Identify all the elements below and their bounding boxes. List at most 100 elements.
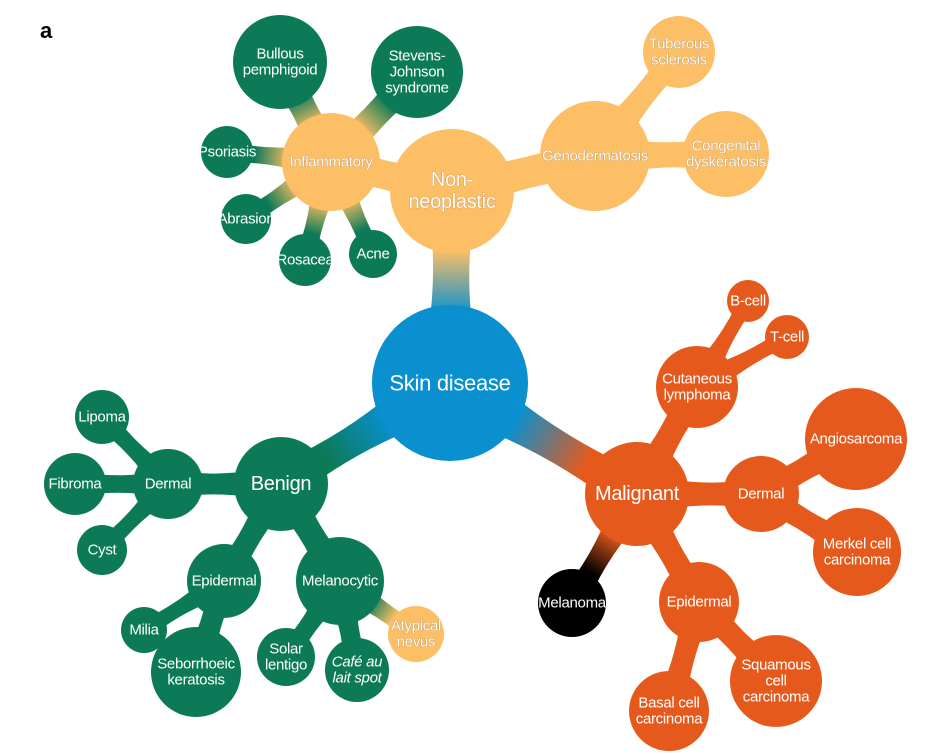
- node-label-atypical-nevus-line-1: Atypical: [391, 617, 441, 634]
- node-label-milia: Milia: [129, 622, 159, 639]
- node-melanoma: Melanoma: [538, 569, 607, 637]
- node-label-psoriasis: Psoriasis: [198, 144, 256, 161]
- node-circle-bullous-pemphigoid: [233, 15, 327, 109]
- node-label-merkel-cell-line-1: Merkel cell: [823, 535, 891, 552]
- node-circle-benign-dermal: [133, 449, 203, 519]
- node-label-cafe-au-lait-line-1: Café au: [332, 653, 383, 670]
- node-lipoma: Lipoma: [75, 390, 129, 444]
- node-circle-stevens-johnson: [371, 26, 463, 118]
- node-circle-basal-cell: [629, 671, 709, 751]
- node-circle-inflammatory: [282, 113, 380, 211]
- node-label-abrasion: Abrasion: [218, 211, 275, 228]
- node-melanocytic: Melanocytic: [296, 537, 384, 625]
- node-benign-epidermal: Epidermal: [187, 544, 261, 618]
- node-cyst: Cyst: [77, 525, 127, 575]
- node-circle-angiosarcoma: [805, 388, 907, 490]
- node-circle-congenital-dyskeratosis: [683, 111, 769, 197]
- node-label-squamous-cell-line-1: Squamous: [741, 656, 810, 673]
- node-label-congenital-dyskeratosis-line-1: Congenital: [692, 137, 761, 154]
- node-label-t-cell: T-cell: [770, 329, 804, 346]
- node-label-malignant-dermal: Dermal: [738, 486, 785, 503]
- node-label-melanoma: Melanoma: [538, 595, 607, 612]
- node-circle-seborrhoeic-keratosis: [151, 627, 241, 717]
- node-circle-cafe-au-lait: [325, 638, 389, 702]
- node-circle-abrasion: [221, 194, 271, 244]
- node-label-malignant-epidermal: Epidermal: [667, 594, 732, 611]
- node-circle-milia: [121, 607, 167, 653]
- node-malignant-epidermal: Epidermal: [659, 562, 739, 642]
- node-abrasion: Abrasion: [218, 194, 275, 244]
- node-label-bullous-pemphigoid-line-2: pemphigoid: [243, 62, 318, 79]
- node-non-neoplastic: Non-neoplastic: [390, 129, 514, 253]
- node-label-lipoma: Lipoma: [78, 409, 126, 426]
- node-circle-psoriasis: [201, 126, 253, 178]
- node-milia: Milia: [121, 607, 167, 653]
- node-circle-malignant: [585, 442, 689, 546]
- node-label-merkel-cell-line-2: carcinoma: [824, 552, 891, 569]
- node-label-stevens-johnson-line-2: Johnson: [390, 64, 445, 81]
- node-circle-benign: [234, 437, 328, 531]
- node-label-solar-lentigo-line-2: lentigo: [265, 657, 307, 674]
- nodes-layer: Skin disease Non-neoplastic Inflammatory Ge…: [44, 15, 907, 751]
- node-circle-genodermatosis: [540, 101, 650, 211]
- node-fibroma: Fibroma: [44, 453, 106, 515]
- node-circle-squamous-cell: [730, 635, 822, 727]
- node-circle-skin-disease: [372, 305, 528, 461]
- node-label-benign-epidermal: Epidermal: [192, 573, 257, 590]
- node-label-atypical-nevus-line-2: nevus: [397, 634, 436, 651]
- node-circle-tuberous-sclerosis: [643, 16, 715, 88]
- node-label-tuberous-sclerosis-line-1: Tuberous: [649, 35, 709, 52]
- node-benign: Benign: [234, 437, 328, 531]
- node-malignant-dermal: Dermal: [723, 456, 799, 532]
- node-genodermatosis: Genodermatosis: [540, 101, 650, 211]
- node-rosacea: Rosacea: [276, 234, 335, 286]
- node-skin-disease: Skin disease: [372, 305, 528, 461]
- node-b-cell: B-cell: [727, 280, 769, 322]
- node-circle-benign-epidermal: [187, 544, 261, 618]
- node-label-acne: Acne: [357, 246, 390, 263]
- node-label-fibroma: Fibroma: [49, 476, 103, 493]
- node-label-cutaneous-lymphoma-line-1: Cutaneous: [662, 370, 732, 387]
- node-circle-atypical-nevus: [388, 606, 444, 662]
- node-circle-melanoma: [538, 569, 606, 637]
- panel-label: a: [40, 18, 53, 43]
- node-acne: Acne: [349, 230, 397, 278]
- node-label-tuberous-sclerosis-line-2: sclerosis: [651, 52, 707, 69]
- node-label-genodermatosis: Genodermatosis: [542, 148, 648, 165]
- node-label-b-cell: B-cell: [730, 293, 766, 310]
- node-label-bullous-pemphigoid-line-1: Bullous: [256, 45, 303, 62]
- node-label-solar-lentigo-line-1: Solar: [269, 640, 303, 657]
- node-label-seborrhoeic-keratosis-line-2: keratosis: [167, 672, 224, 689]
- node-malignant: Malignant: [585, 442, 689, 546]
- node-circle-cutaneous-lymphoma: [656, 346, 738, 428]
- node-circle-t-cell: [765, 315, 809, 359]
- node-angiosarcoma: Angiosarcoma: [805, 388, 907, 490]
- node-label-congenital-dyskeratosis-line-2: dyskeratosis: [686, 154, 766, 171]
- node-psoriasis: Psoriasis: [198, 126, 256, 178]
- node-circle-lipoma: [75, 390, 129, 444]
- node-circle-rosacea: [279, 234, 331, 286]
- node-label-cafe-au-lait-line-2: lait spot: [333, 670, 383, 687]
- node-label-cyst: Cyst: [88, 542, 118, 559]
- node-label-non-neoplastic-line-2: neoplastic: [408, 191, 495, 213]
- node-circle-acne: [349, 230, 397, 278]
- node-circle-fibroma: [44, 453, 106, 515]
- node-label-stevens-johnson-line-3: syndrome: [385, 80, 448, 97]
- node-label-squamous-cell-line-2: cell: [765, 673, 786, 690]
- node-circle-melanocytic: [296, 537, 384, 625]
- node-circle-malignant-epidermal: [659, 562, 739, 642]
- node-inflammatory: Inflammatory: [282, 113, 380, 211]
- node-label-basal-cell-line-1: Basal cell: [638, 694, 699, 711]
- node-benign-dermal: Dermal: [133, 449, 203, 519]
- node-label-angiosarcoma: Angiosarcoma: [810, 431, 903, 448]
